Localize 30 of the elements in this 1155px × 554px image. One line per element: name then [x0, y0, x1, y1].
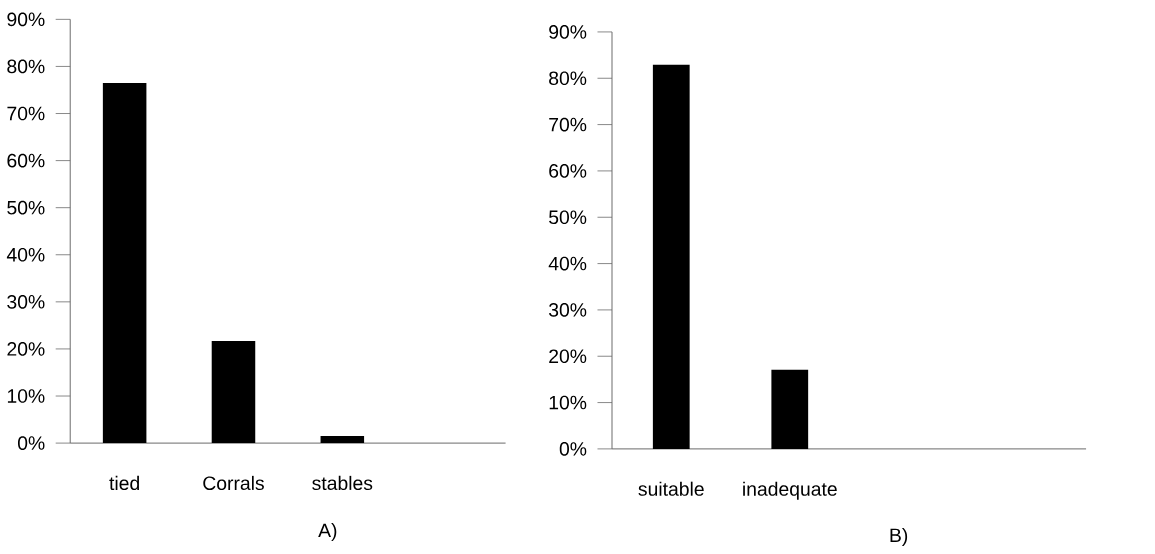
x-tick-label: stables [312, 475, 373, 490]
y-tick-label: 70% [549, 117, 587, 132]
y-tick-label: 30% [548, 302, 587, 317]
y-tick-label: 90% [7, 12, 45, 27]
y-tick-label: 60% [7, 153, 45, 168]
y-tick-label: 20% [7, 341, 45, 356]
y-tick-label: 10% [549, 395, 587, 410]
bar [320, 435, 365, 443]
y-tick-label: 30% [7, 294, 45, 309]
y-tick-label: 0% [559, 441, 587, 456]
y-tick-label: 70% [7, 106, 45, 121]
bar [102, 82, 147, 443]
y-tick-label: 20% [549, 349, 587, 363]
y-tick-label: 80% [549, 71, 587, 85]
y-tick-label: 50% [7, 200, 45, 215]
x-tick-label: Corrals [203, 475, 264, 490]
y-tick-label: 80% [7, 59, 45, 74]
y-tick-label: 0% [17, 436, 45, 450]
y-tick-label: 40% [6, 247, 45, 262]
text: B) [890, 527, 908, 546]
x-tick-label: inadequate [743, 481, 837, 500]
text: A) [318, 522, 337, 541]
x-tick-label: suitable [638, 481, 704, 496]
y-tick-label: 40% [548, 256, 587, 271]
y-tick-label: 10% [7, 389, 45, 403]
bar [211, 340, 256, 443]
y-tick-label: 50% [549, 210, 587, 224]
x-tick-label: tied [109, 475, 139, 490]
y-tick-label: 60% [549, 163, 587, 178]
y-tick-label: 90% [549, 24, 587, 39]
